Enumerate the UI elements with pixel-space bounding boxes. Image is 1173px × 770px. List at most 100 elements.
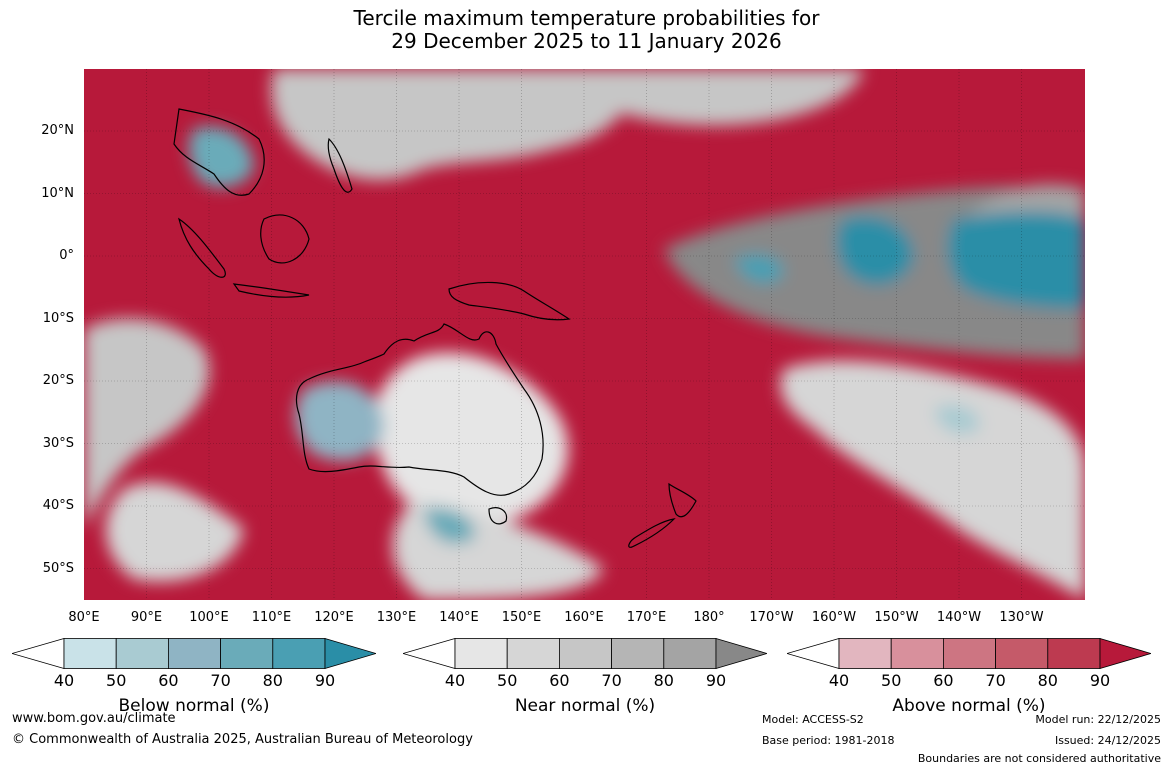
colorbar-segment: [454, 638, 508, 669]
longitude-label: 170°W: [749, 610, 794, 625]
longitude-label: 170°E: [626, 610, 667, 625]
latitude-label: 10°S: [42, 310, 74, 326]
below-normal-region-pacific-central: [836, 216, 914, 286]
below-normal-region-tasmania: [424, 508, 475, 544]
colorbar-tick: 60: [158, 671, 179, 690]
colorbar-segment: [838, 638, 892, 669]
longitude-label: 160°E: [564, 610, 604, 625]
colorbar-tick: 90: [314, 671, 336, 690]
near-normal-region-se-asia: [271, 69, 630, 180]
colorbar-tick: 50: [106, 671, 127, 690]
colorbar-upper-extension: [715, 638, 767, 669]
near-normal-region-southwest: [84, 318, 210, 529]
base-period: Base period: 1981-2018: [762, 734, 895, 747]
below-normal-region-pacific-west: [734, 254, 784, 284]
borneo-coastline: [260, 214, 310, 264]
colorbar-tick: 70: [601, 671, 622, 690]
colorbar-lower-extension: [403, 638, 456, 669]
latitude-label: 30°S: [42, 435, 74, 451]
colorbar-segment: [942, 638, 996, 669]
colorbar-segment: [220, 638, 274, 669]
colorbar-tick: 40: [444, 671, 466, 690]
latitude-label: 20°S: [42, 373, 74, 388]
colorbar-tick: 40: [53, 671, 75, 690]
colorbar-tick: 80: [262, 671, 283, 690]
colorbar-segment: [63, 638, 117, 669]
longitude-label: 80°E: [68, 610, 100, 625]
colorbar-segment: [272, 638, 326, 669]
colorbar-tick: 90: [1089, 671, 1111, 690]
tasmania-coastline: [488, 507, 508, 525]
colorbar-tick: 60: [549, 671, 570, 690]
new-zealand-south-coastline: [628, 518, 676, 548]
colorbar-segment: [995, 638, 1049, 669]
sumatra-coastline: [178, 217, 226, 278]
latitude-label: 20°N: [41, 123, 74, 138]
colorbar-segment: [115, 638, 169, 669]
new-guinea-coastline: [448, 281, 571, 321]
colorbar-segment: [890, 638, 944, 669]
java-coastline: [232, 283, 310, 298]
below-normal-region-australia-west: [295, 381, 384, 461]
longitude-label: 90°E: [130, 610, 163, 625]
colorbar-segment: [506, 638, 560, 669]
latitude-label: 40°S: [42, 498, 74, 513]
copyright-text: © Commonwealth of Australia 2025, Austra…: [12, 732, 473, 747]
colorbar-label: Above normal (%): [892, 696, 1046, 716]
colorbar-near: [403, 638, 767, 669]
philippines-coastline: [327, 137, 353, 193]
colorbar-tick: 80: [653, 671, 674, 690]
longitude-label: 140°W: [936, 610, 982, 625]
colorbar-tick: 70: [210, 671, 231, 690]
model-run-date: Model run: 22/12/2025: [1035, 713, 1161, 726]
colorbar-tick: 50: [497, 671, 518, 690]
colorbar-segment: [611, 638, 665, 669]
longitude-label: 120°E: [314, 610, 354, 625]
below-normal-region-pacific-east: [947, 211, 1085, 309]
latitude-label: 10°N: [41, 185, 74, 201]
colorbar-label: Below normal (%): [118, 696, 270, 716]
longitude-label: 100°E: [189, 610, 229, 625]
colorbar-segment: [558, 638, 612, 669]
colorbar-segment: [167, 638, 221, 669]
colorbar-segment: [1047, 638, 1101, 669]
probability-field: [84, 69, 1085, 600]
longitude-label: 140°E: [439, 610, 479, 625]
boundary-disclaimer: Boundaries are not considered authoritat…: [917, 752, 1161, 765]
below-normal-region-indochina: [188, 126, 254, 188]
colorbar-above: [787, 638, 1151, 669]
colorbar-lower-extension: [12, 638, 65, 669]
colorbar-lower-extension: [787, 638, 840, 669]
model-name: Model: ACCESS-S2: [762, 713, 864, 726]
coastlines: [173, 108, 697, 548]
map-title-line1: Tercile maximum temperature probabilitie…: [353, 6, 820, 30]
colorbar-upper-extension: [324, 638, 376, 669]
map-title-line2: 29 December 2025 to 11 January 2026: [391, 29, 782, 53]
forecast-map: [84, 69, 1085, 600]
colorbar-tick: 90: [705, 671, 727, 690]
website-link[interactable]: www.bom.gov.au/climate: [12, 711, 176, 726]
australia-coastline: [295, 323, 544, 496]
longitude-label: 130°W: [999, 610, 1044, 625]
latitude-label: 50°S: [42, 560, 74, 576]
near-normal-region-south-pacific: [780, 360, 1085, 600]
colorbar-segment: [663, 638, 717, 669]
colorbar-tick: 70: [985, 671, 1006, 690]
longitude-label: 110°E: [251, 610, 292, 625]
near-normal-region-north-pacific: [564, 69, 864, 126]
colorbar-tick: 50: [881, 671, 902, 690]
colorbar-below: [12, 638, 376, 669]
longitude-label: 180°: [693, 610, 725, 625]
colorbar-tick: 40: [828, 671, 850, 690]
longitude-label: 130°E: [376, 610, 417, 625]
near-normal-region-australia: [374, 352, 569, 527]
near-normal-region-south-indian: [105, 482, 245, 582]
issued-date: Issued: 24/12/2025: [1054, 734, 1161, 747]
graticule: [84, 69, 1085, 600]
longitude-label: 150°E: [501, 610, 542, 625]
new-zealand-north-coastline: [668, 482, 697, 518]
longitude-label: 160°W: [811, 610, 857, 625]
colorbar-tick: 60: [933, 671, 954, 690]
indochina-coastline: [173, 108, 265, 196]
below-normal-region-south-pacific: [934, 405, 980, 434]
